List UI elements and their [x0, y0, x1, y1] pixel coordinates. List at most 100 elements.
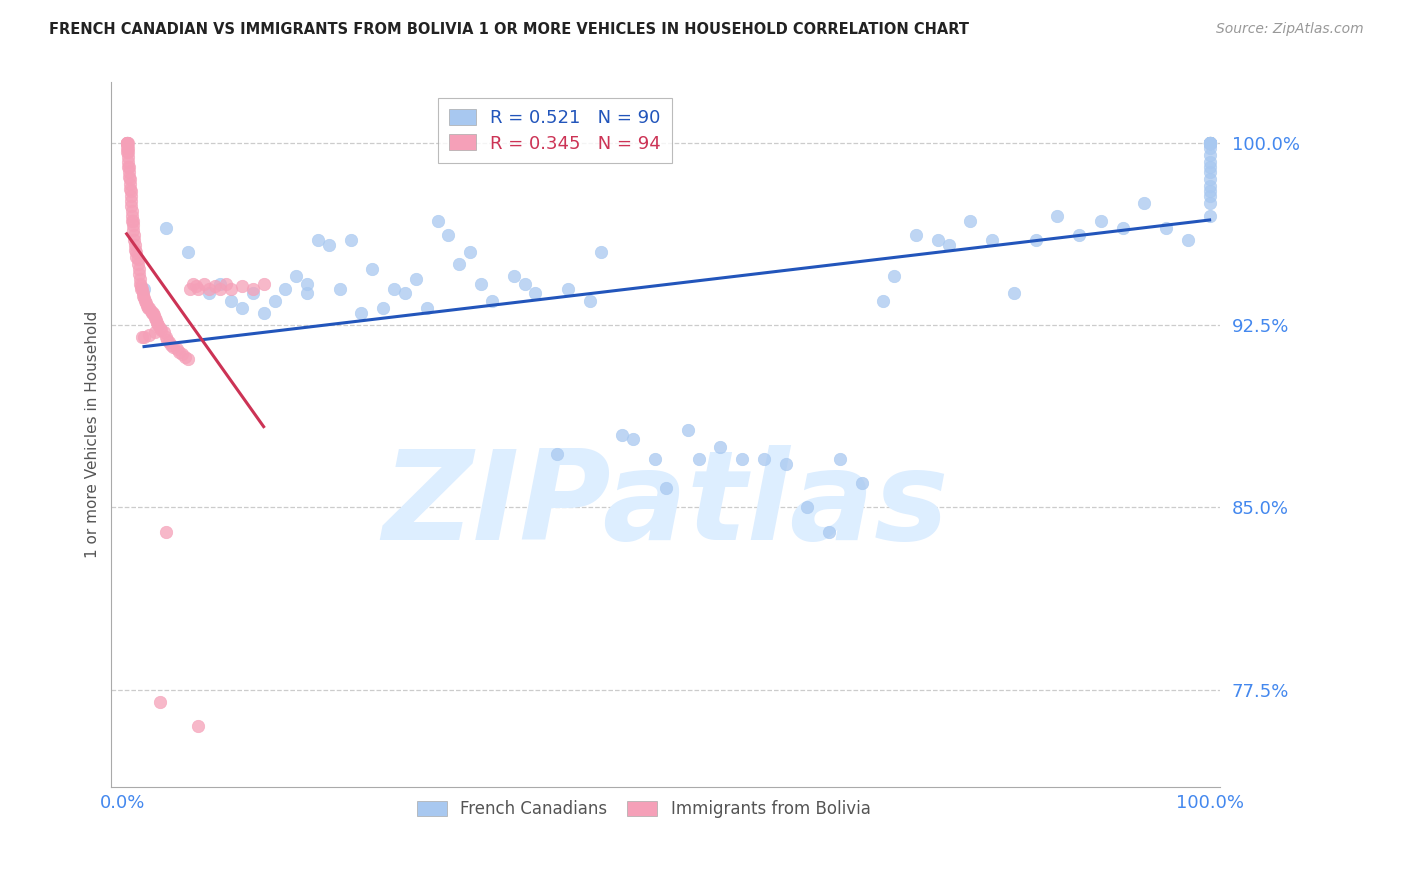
Point — [1154, 220, 1177, 235]
Point — [231, 279, 253, 293]
Point — [142, 309, 165, 323]
Point — [149, 695, 172, 709]
Point — [1198, 185, 1220, 199]
Point — [329, 282, 352, 296]
Point — [644, 451, 666, 466]
Point — [160, 337, 183, 351]
Point — [242, 286, 264, 301]
Point — [1111, 220, 1133, 235]
Point — [117, 145, 139, 160]
Point — [118, 160, 141, 174]
Point — [263, 293, 285, 308]
Point — [145, 313, 167, 327]
Point — [118, 172, 141, 186]
Point — [115, 136, 138, 150]
Point — [1198, 165, 1220, 179]
Point — [121, 213, 143, 227]
Text: ZIPatlas: ZIPatlas — [382, 444, 949, 566]
Point — [731, 451, 754, 466]
Point — [155, 330, 177, 344]
Point — [1198, 136, 1220, 150]
Point — [120, 189, 142, 203]
Point — [122, 228, 145, 243]
Point — [132, 289, 155, 303]
Point — [1046, 209, 1069, 223]
Point — [193, 277, 215, 291]
Point — [135, 296, 157, 310]
Point — [1198, 136, 1220, 150]
Point — [1198, 172, 1220, 186]
Point — [775, 457, 797, 471]
Text: FRENCH CANADIAN VS IMMIGRANTS FROM BOLIVIA 1 OR MORE VEHICLES IN HOUSEHOLD CORRE: FRENCH CANADIAN VS IMMIGRANTS FROM BOLIV… — [49, 22, 969, 37]
Point — [295, 286, 318, 301]
Point — [141, 306, 163, 320]
Point — [142, 306, 165, 320]
Point — [1133, 196, 1156, 211]
Point — [122, 213, 145, 227]
Point — [129, 282, 152, 296]
Point — [166, 343, 188, 357]
Point — [579, 293, 602, 308]
Point — [117, 160, 139, 174]
Point — [146, 318, 169, 332]
Point — [122, 233, 145, 247]
Point — [1069, 228, 1091, 243]
Point — [131, 282, 153, 296]
Point — [155, 220, 177, 235]
Point — [1198, 189, 1220, 203]
Point — [373, 301, 395, 315]
Point — [146, 316, 169, 330]
Point — [131, 330, 153, 344]
Point — [557, 282, 579, 296]
Point — [115, 136, 138, 150]
Point — [179, 282, 201, 296]
Point — [1025, 233, 1047, 247]
Point — [115, 136, 138, 150]
Point — [612, 427, 634, 442]
Point — [1198, 179, 1220, 194]
Point — [118, 182, 141, 196]
Point — [437, 228, 460, 243]
Point — [198, 286, 221, 301]
Point — [1177, 233, 1199, 247]
Point — [187, 282, 209, 296]
Point — [688, 451, 710, 466]
Point — [120, 185, 142, 199]
Point — [157, 335, 180, 350]
Point — [426, 213, 449, 227]
Point — [513, 277, 536, 291]
Point — [449, 257, 471, 271]
Point — [1090, 213, 1112, 227]
Point — [186, 279, 208, 293]
Point — [143, 326, 166, 340]
Y-axis label: 1 or more Vehicles in Household: 1 or more Vehicles in Household — [86, 311, 100, 558]
Point — [253, 277, 276, 291]
Point — [198, 282, 221, 296]
Point — [546, 447, 568, 461]
Point — [1198, 148, 1220, 162]
Point — [1198, 155, 1220, 169]
Point — [214, 277, 236, 291]
Point — [138, 301, 160, 315]
Point — [1198, 136, 1220, 150]
Point — [172, 347, 194, 361]
Point — [117, 136, 139, 150]
Point — [1198, 136, 1220, 150]
Point — [132, 282, 155, 296]
Point — [470, 277, 492, 291]
Point — [118, 169, 141, 184]
Point — [115, 136, 138, 150]
Point — [176, 352, 198, 367]
Point — [981, 233, 1004, 247]
Point — [120, 194, 142, 208]
Point — [125, 250, 148, 264]
Point — [959, 213, 981, 227]
Point — [458, 245, 481, 260]
Point — [676, 423, 699, 437]
Point — [115, 145, 138, 160]
Point — [1198, 160, 1220, 174]
Point — [1198, 196, 1220, 211]
Point — [502, 269, 524, 284]
Point — [621, 433, 644, 447]
Point — [1198, 136, 1220, 150]
